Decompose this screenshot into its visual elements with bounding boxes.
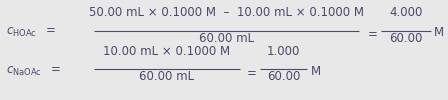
Text: 10.00 mL × 0.1000 M: 10.00 mL × 0.1000 M — [103, 45, 230, 58]
Text: 60.00 mL: 60.00 mL — [199, 32, 254, 44]
Text: $=$: $=$ — [244, 65, 257, 78]
Text: 4.000: 4.000 — [389, 6, 422, 19]
Text: 60.00 mL: 60.00 mL — [139, 70, 194, 83]
Text: 50.00 mL × 0.1000 M  –  10.00 mL × 0.1000 M: 50.00 mL × 0.1000 M – 10.00 mL × 0.1000 … — [89, 6, 364, 19]
Text: M: M — [434, 26, 444, 39]
Text: $=$: $=$ — [365, 26, 378, 39]
Text: M: M — [310, 65, 321, 78]
Text: 60.00: 60.00 — [267, 70, 300, 83]
Text: $c_{\mathrm{HOAc}}$  $=$: $c_{\mathrm{HOAc}}$ $=$ — [6, 26, 56, 39]
Text: $c_{\mathrm{NaOAc}}$  $=$: $c_{\mathrm{NaOAc}}$ $=$ — [6, 65, 61, 78]
Text: 60.00: 60.00 — [389, 32, 422, 44]
Text: 1.000: 1.000 — [267, 45, 300, 58]
